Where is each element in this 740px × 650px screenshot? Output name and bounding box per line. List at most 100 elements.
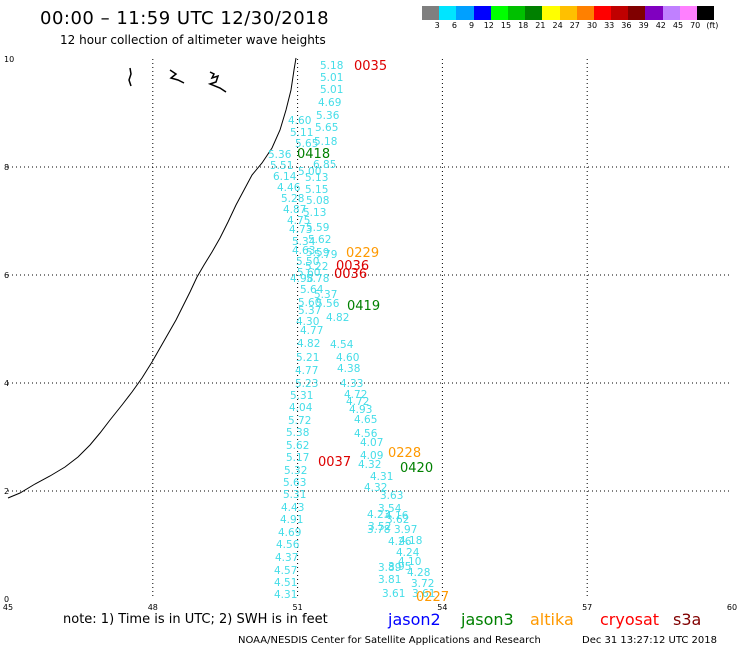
wave-height-value: 3.54	[378, 503, 402, 515]
colorbar-swatch	[507, 6, 526, 20]
colorbar-tick-label: 15	[500, 21, 512, 30]
wave-height-value: 4.93	[349, 404, 372, 416]
wave-height-value: 4.91	[280, 514, 303, 526]
y-axis-label: 10	[4, 55, 14, 64]
colorbar-tick-label: 30	[586, 21, 598, 30]
y-axis-label: 4	[4, 379, 9, 388]
x-axis-label: 54	[437, 603, 447, 612]
y-axis-label: 8	[4, 163, 9, 172]
colorbar-tick-label: 6	[451, 21, 457, 30]
wave-height-value: 6.85	[313, 159, 336, 171]
colorbar-swatch	[628, 6, 646, 20]
wave-height-value: 3.61	[412, 588, 435, 600]
wave-height-value: 4.77	[300, 325, 323, 337]
x-axis-label: 60	[727, 603, 737, 612]
colorbar-swatch	[611, 6, 629, 20]
wave-height-value: 4.33	[340, 378, 363, 390]
wave-height-value: 4.09	[360, 450, 383, 462]
wave-height-value: 5.38	[286, 427, 309, 439]
wave-height-value: 4.23	[367, 509, 390, 521]
wave-height-value: 5.37	[298, 305, 321, 317]
colorbar-tick-label: 12	[483, 21, 494, 30]
colorbar-swatch	[697, 6, 715, 20]
map-subtitle: 12 hour collection of altimeter wave hei…	[60, 33, 326, 47]
wave-height-value: 5.37	[314, 289, 337, 301]
x-axis-label: 45	[3, 603, 13, 612]
pass-time-label: 0036	[336, 259, 369, 274]
wave-height-value: 4.04	[289, 402, 313, 414]
legend-entry: s3a	[673, 610, 702, 629]
wave-height-value: 5.32	[284, 465, 307, 477]
pass-time-label: 0037	[318, 455, 351, 470]
y-axis-label: 0	[4, 595, 9, 604]
wave-height-value: 4.60	[288, 115, 311, 127]
wave-height-value: 5.22	[305, 261, 328, 273]
wave-height-value: 4.28	[407, 567, 430, 579]
wave-height-value: 4.87	[283, 204, 306, 216]
wave-height-value: 4.31	[370, 471, 393, 483]
wave-height-value: 5.21	[296, 352, 319, 364]
wave-height-value: 5.59	[306, 222, 329, 234]
colorbar-swatch	[439, 6, 457, 20]
wave-height-value: 5.08	[306, 195, 329, 207]
wave-height-value: 3.78	[367, 524, 390, 536]
wave-height-value: 3.62	[386, 514, 409, 526]
colorbar-swatch	[679, 6, 697, 20]
colorbar-swatch	[490, 6, 508, 20]
wave-height-value: 5.63	[283, 477, 306, 489]
wave-height-value: 5.60	[298, 297, 321, 309]
wave-height-value: 4.31	[274, 589, 297, 601]
wave-height-value: 4.73	[289, 224, 312, 236]
pass-time-label: 0035	[354, 59, 387, 74]
wave-height-value: 5.64	[300, 284, 324, 296]
wave-height-values: 5.185.015.014.695.364.605.655.115.185.65…	[268, 60, 435, 601]
colorbar-tick-label: 42	[655, 21, 666, 30]
colorbar-tick-label: 3	[434, 21, 440, 30]
island-1	[128, 67, 132, 87]
wave-height-value: 5.51	[270, 160, 293, 172]
colorbar-swatch	[525, 6, 543, 20]
wave-height-value: 5.11	[290, 127, 313, 139]
wave-height-value: 4.82	[297, 338, 320, 350]
wave-height-value: 4.16	[385, 510, 409, 522]
wave-height-value: 4.07	[360, 437, 383, 449]
wave-height-value: 4.54	[330, 339, 354, 351]
map-title: 00:00 – 11:59 UTC 12/30/2018	[40, 8, 330, 29]
wave-height-value: 4.32	[364, 482, 387, 494]
pass-time-label: 0227	[416, 590, 449, 605]
wave-height-value: 5.23	[295, 378, 318, 390]
colorbar-swatch	[542, 6, 560, 20]
colorbar-swatch	[645, 6, 663, 20]
pass-time-label: 0420	[400, 461, 433, 476]
wave-height-value: 3.52	[368, 521, 391, 533]
wave-height-value: 5.00	[298, 166, 321, 178]
wave-height-value: 4.26	[388, 536, 412, 548]
wave-height-value: 4.51	[274, 577, 297, 589]
colorbar-tick-label: 27	[569, 21, 580, 30]
pass-time-label: 0418	[297, 147, 330, 162]
x-axis-label: 57	[582, 603, 592, 612]
wave-height-value: 5.65	[315, 122, 338, 134]
wave-height-value: 4.98	[290, 273, 313, 285]
colorbar-tick-label: 21	[535, 21, 546, 30]
wave-height-value: 5.62	[286, 440, 309, 452]
coastline	[7, 57, 297, 499]
wave-height-value: 3.63	[380, 490, 403, 502]
colorbar-tick-label: 39	[638, 21, 649, 30]
wave-height-value: 4.37	[275, 552, 298, 564]
wave-height-value: 4.38	[337, 363, 360, 375]
credit-line: NOAA/NESDIS Center for Satellite Applica…	[238, 635, 541, 646]
colorbar-tick-label: 18	[518, 21, 529, 30]
wave-height-value: 5.79	[314, 249, 337, 261]
grid-lines	[8, 59, 732, 599]
wave-height-value: 5.36	[316, 110, 340, 122]
colorbar-tick-label: 24	[552, 21, 563, 30]
colorbar-swatch	[559, 6, 577, 20]
wave-height-value: 5.13	[305, 172, 328, 184]
wave-height-value: 5.18	[314, 136, 337, 148]
wave-height-value: 5.56	[316, 298, 340, 310]
pass-time-label: 0036	[334, 267, 367, 282]
wave-height-value: 4.60	[336, 352, 359, 364]
